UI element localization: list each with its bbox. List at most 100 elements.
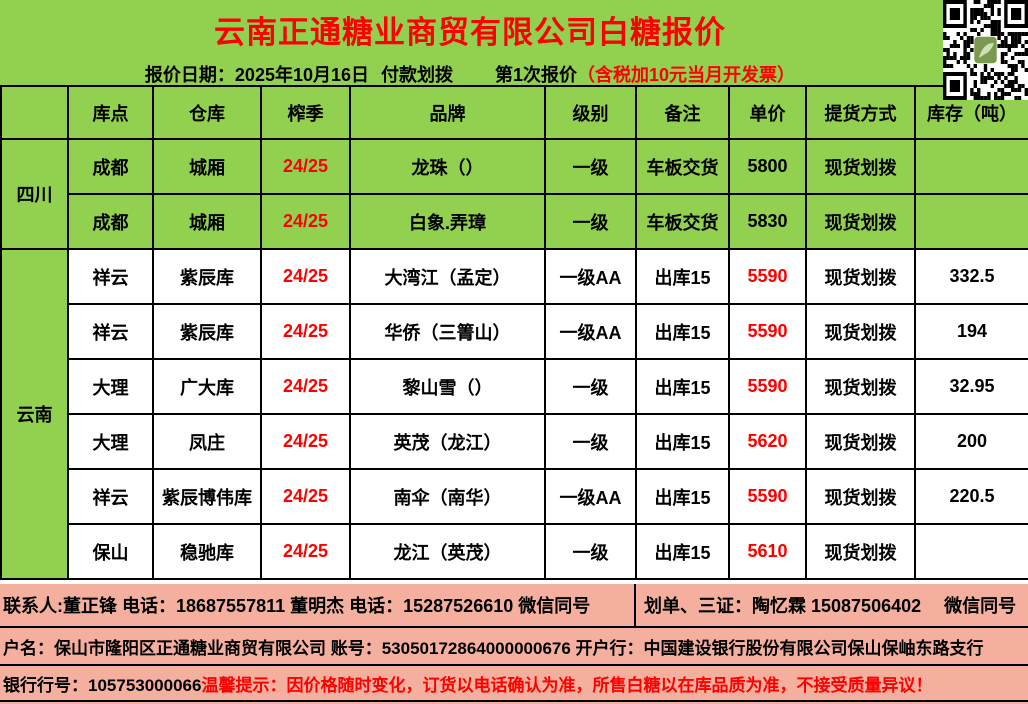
table-header-row: 库点 仓库 榨季 品牌 级别 备注 单价 提货方式 库存（吨） [0,85,1028,140]
delivery-cell: 现货划拨 [805,138,916,195]
column-header: 品牌 [349,85,546,140]
warehouse-cell: 紫辰库 [152,303,262,360]
column-header: 榨季 [260,85,351,140]
stock-cell: 32.95 [914,358,1028,415]
bank-number-row: 银行行号：105753000066 温馨提示：因价格随时变化，订货以电话确认为准，… [0,666,1028,702]
delivery-cell: 现货划拨 [805,468,916,525]
season-cell: 24/25 [260,138,351,195]
brand-cell: 英茂（龙江） [349,413,546,470]
table-row: 大理 广大库 24/25 黎山雪（） 一级 出库15 5590 现货划拨 32.95 [1,358,1028,415]
brand-cell: 白象.弄璋 [349,193,546,250]
company-title: 云南正通糖业商贸有限公司白糖报价 [214,15,726,50]
bank-number: 银行行号：105753000066 [3,675,202,695]
note-cell: 出库15 [635,523,730,580]
note-cell: 车板交货 [635,138,730,195]
season-cell: 24/25 [260,468,351,525]
stock-cell: 332.5 [914,248,1028,305]
season-cell: 24/25 [260,193,351,250]
note-cell: 出库15 [635,303,730,360]
region-cell: 四川 [0,138,69,250]
column-header: 库点 [67,85,154,140]
tax-note: （含税加10元当月开发票） [577,65,796,85]
delivery-cell: 现货划拨 [805,303,916,360]
brand-cell: 黎山雪（） [349,358,546,415]
warning-text: 温馨提示：因价格随时变化，订货以电话确认为准，所售白糖以在库品质为准，不接受质量… [201,675,933,695]
stock-cell [914,193,1028,250]
warehouse-cell: 凤庄 [152,413,262,470]
price-cell: 5590 [728,468,807,525]
quote-number: 第1次报价 [495,65,578,85]
note-cell: 出库15 [635,248,730,305]
grade-cell: 一级 [544,523,637,580]
delivery-cell: 现货划拨 [805,248,916,305]
price-cell: 5800 [728,138,807,195]
page-header: 云南正通糖业商贸有限公司白糖报价 报价日期：2025年10月16日 付款划拨 第1次… [0,0,1028,85]
price-cell: 5590 [728,303,807,360]
price-cell: 5610 [728,523,807,580]
delivery-cell: 现货划拨 [805,413,916,470]
price-table: 库点 仓库 榨季 品牌 级别 备注 单价 提货方式 库存（吨） 四川 成都 城厢 24/25 龙珠（）一… [0,85,1028,580]
grade-cell: 一级AA [544,468,637,525]
warehouse-cell: 稳驰库 [152,523,262,580]
price-cell: 5590 [728,358,807,415]
note-cell: 出库15 [635,413,730,470]
stock-cell: 194 [914,303,1028,360]
column-header: 仓库 [152,85,262,140]
warehouse-cell: 广大库 [152,358,262,415]
column-header: 级别 [544,85,637,140]
warehouse-cell: 紫辰博伟库 [152,468,262,525]
brand-cell: 华侨（三箐山） [349,303,546,360]
warehouse-cell: 城厢 [152,193,262,250]
table-row: 云南 祥云 紫辰库 24/25 大湾江（孟定） 一级AA 出库15 5590 现货划拨 332.5 [0,248,1028,580]
table-row: 四川 成都 城厢 24/25 龙珠（） 一级 车板交货 5800 现货划拨 [0,138,1028,250]
brand-cell: 龙江（英茂） [349,523,546,580]
column-header: 备注 [635,85,730,140]
region-header-cell [0,85,69,140]
delivery-cell: 现货划拨 [805,358,916,415]
season-cell: 24/25 [260,248,351,305]
depot-cell: 保山 [67,523,154,580]
column-header: 提货方式 [805,85,916,140]
wechat-qr-code-icon [943,0,1028,100]
table-row: 祥云 紫辰库 24/25 华侨（三箐山） 一级AA 出库15 5590 现货划拨 194 [1,303,1028,360]
delivery-cell: 现货划拨 [805,523,916,580]
bank-account-row: 户名：保山市隆阳区正通糖业商贸有限公司 账号：53050172864000000… [0,628,1028,666]
table-row: 成都 城厢 24/25 白象.弄璋 一级 车板交货 5830 现货划拨 [1,193,1028,250]
brand-cell: 大湾江（孟定） [349,248,546,305]
grade-cell: 一级 [544,358,637,415]
note-cell: 车板交货 [635,193,730,250]
price-cell: 5590 [728,248,807,305]
table-row: 祥云 紫辰博伟库 24/25 南伞（南华） 一级AA 出库15 5590 现货划拨 220.5 [1,468,1028,525]
stock-cell: 220.5 [914,468,1028,525]
depot-cell: 成都 [67,193,154,250]
depot-cell: 祥云 [67,303,154,360]
season-cell: 24/25 [260,413,351,470]
season-cell: 24/25 [260,303,351,360]
depot-cell: 大理 [67,358,154,415]
depot-cell: 祥云 [67,248,154,305]
billing-contact-info: 划单、三证：陶忆霖 15087506402 微信同号 [644,596,1017,616]
contact-info: 联系人:董正锋 电话：18687557811 董明杰 电话：1528752661… [0,584,636,626]
warehouse-cell: 城厢 [152,138,262,195]
note-cell: 出库15 [635,468,730,525]
grade-cell: 一级 [544,413,637,470]
quote-meta: 报价日期：2025年10月16日 付款划拨 第1次报价（含税加10元当月开发票） [0,61,940,87]
grade-cell: 一级 [544,138,637,195]
brand-cell: 龙珠（） [349,138,546,195]
footer-section: 联系人:董正锋 电话：18687557811 董明杰 电话：1528752661… [0,584,1028,704]
grade-cell: 一级 [544,193,637,250]
depot-cell: 成都 [67,138,154,195]
grade-cell: 一级AA [544,248,637,305]
price-cell: 5830 [728,193,807,250]
table-row: 大理 凤庄 24/25 英茂（龙江） 一级 出库15 5620 现货划拨 200 [1,413,1028,470]
depot-cell: 大理 [67,413,154,470]
grade-cell: 一级AA [544,303,637,360]
stock-cell: 200 [914,413,1028,470]
delivery-cell: 现货划拨 [805,193,916,250]
quote-date: 报价日期：2025年10月16日 [144,65,370,85]
depot-cell: 祥云 [67,468,154,525]
stock-cell [914,523,1028,580]
note-cell: 出库15 [635,358,730,415]
season-cell: 24/25 [260,358,351,415]
